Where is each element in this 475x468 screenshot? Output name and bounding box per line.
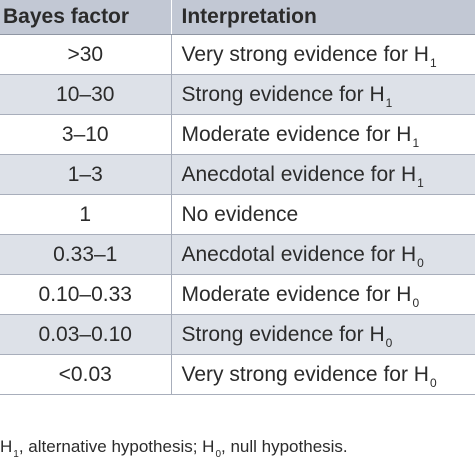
interpretation-cell: Anecdotal evidence for H0 <box>171 234 475 275</box>
table-row: 3–10 Moderate evidence for H1 <box>0 114 475 155</box>
table-header-row: Bayes factor Interpretation <box>0 0 475 35</box>
table-row: 0.33–1 Anecdotal evidence for H0 <box>0 234 475 275</box>
table-row: 0.10–0.33 Moderate evidence for H0 <box>0 274 475 315</box>
bayes-factor-cell: 1 <box>0 194 172 235</box>
table-row: 10–30 Strong evidence for H1 <box>0 74 475 115</box>
bayes-factor-cell: >30 <box>0 34 172 75</box>
bayes-factor-cell: <0.03 <box>0 354 172 395</box>
footnote-subscript: 1 <box>13 449 19 460</box>
interpretation-text: Very strong evidence for H <box>181 42 429 66</box>
column-header-interpretation: Interpretation <box>171 0 475 35</box>
interpretation-text: Moderate evidence for H <box>181 122 412 146</box>
interpretation-text: Very strong evidence for H <box>181 362 429 386</box>
hypothesis-subscript: 1 <box>412 135 420 150</box>
bayes-factor-cell: 1–3 <box>0 154 172 195</box>
table-row: 1–3 Anecdotal evidence for H1 <box>0 154 475 195</box>
interpretation-cell: Moderate evidence for H0 <box>171 274 475 315</box>
bayes-factor-cell: 0.10–0.33 <box>0 274 172 315</box>
footnote-text: H <box>0 437 13 456</box>
footnote-text: , alternative hypothesis; H <box>18 437 215 456</box>
hypothesis-subscript: 1 <box>429 55 437 70</box>
interpretation-text: Strong evidence for H <box>181 82 385 106</box>
interpretation-cell: Moderate evidence for H1 <box>171 114 475 155</box>
column-header-bayes-factor: Bayes factor <box>0 0 172 35</box>
interpretation-cell: Very strong evidence for H1 <box>171 34 475 75</box>
table-row: >30 Very strong evidence for H1 <box>0 34 475 75</box>
interpretation-text: Moderate evidence for H <box>181 282 412 306</box>
interpretation-cell: Anecdotal evidence for H1 <box>171 154 475 195</box>
interpretation-text: No evidence <box>181 202 299 226</box>
bayes-factor-cell: 10–30 <box>0 74 172 115</box>
bayes-factor-cell: 3–10 <box>0 114 172 155</box>
table-row: 0.03–0.10 Strong evidence for H0 <box>0 314 475 355</box>
footnote-text: , null hypothesis. <box>221 437 348 456</box>
table-footnote: H1, alternative hypothesis; H0, null hyp… <box>0 437 475 460</box>
hypothesis-subscript: 0 <box>417 255 424 270</box>
interpretation-text: Anecdotal evidence for H <box>181 242 417 266</box>
table-body: >30 Very strong evidence for H1 10–30 St… <box>0 34 475 395</box>
bayes-factor-cell: 0.03–0.10 <box>0 314 172 355</box>
interpretation-cell: Very strong evidence for H0 <box>171 354 475 395</box>
hypothesis-subscript: 1 <box>385 95 393 110</box>
bayes-factor-cell: 0.33–1 <box>0 234 172 275</box>
bayes-factor-table-container: Bayes factor Interpretation >30 Very str… <box>0 0 475 395</box>
hypothesis-subscript: 0 <box>429 375 437 390</box>
interpretation-cell: Strong evidence for H0 <box>171 314 475 355</box>
footnote-subscript: 0 <box>215 449 222 460</box>
table-row: 1 No evidence <box>0 194 475 235</box>
table-row: <0.03 Very strong evidence for H0 <box>0 354 475 395</box>
interpretation-text: Anecdotal evidence for H <box>181 162 417 186</box>
interpretation-cell: No evidence <box>171 194 475 235</box>
hypothesis-subscript: 0 <box>412 295 420 310</box>
interpretation-cell: Strong evidence for H1 <box>171 74 475 115</box>
interpretation-text: Strong evidence for H <box>181 322 385 346</box>
bayes-factor-table: Bayes factor Interpretation >30 Very str… <box>0 0 475 395</box>
hypothesis-subscript: 1 <box>417 175 424 190</box>
hypothesis-subscript: 0 <box>385 335 393 350</box>
